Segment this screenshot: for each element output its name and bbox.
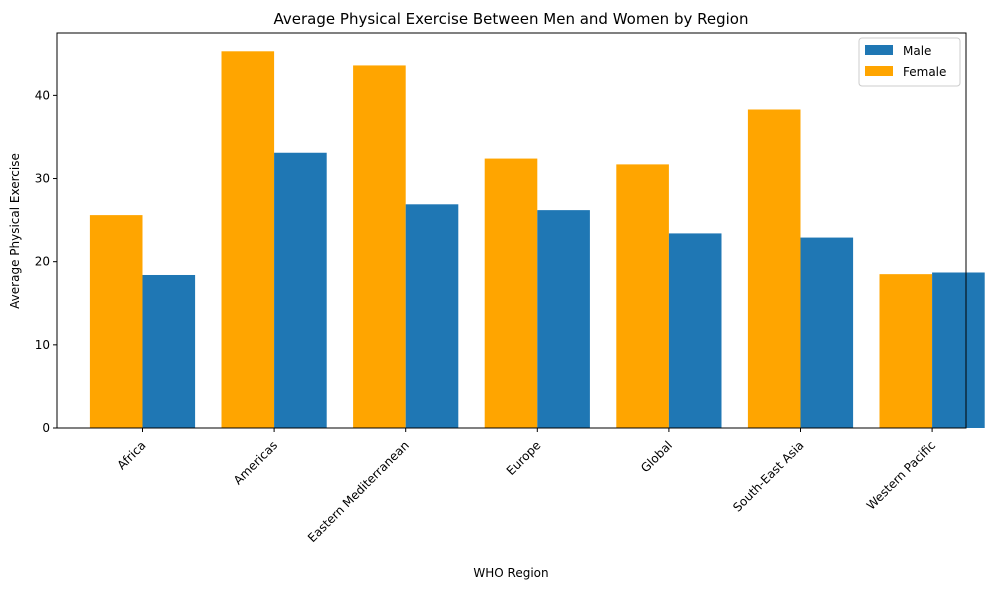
x-tick-label: Western Pacific xyxy=(864,438,938,512)
bar-female-americas xyxy=(221,51,275,428)
bar-male-western-pacific xyxy=(932,272,985,428)
y-tick-label: 10 xyxy=(35,338,50,352)
plot-frame xyxy=(56,32,967,429)
x-tick-label: Eastern Mediterranean xyxy=(305,438,412,545)
x-axis-label: WHO Region xyxy=(473,566,548,580)
legend-label-male: Male xyxy=(903,44,931,58)
x-axis: Africa Americas Eastern Mediterranean Europ… xyxy=(115,428,938,545)
x-tick-label: South-East Asia xyxy=(730,438,806,514)
bar-male-africa xyxy=(142,274,196,428)
x-tick-label: Africa xyxy=(115,438,149,472)
bars-group xyxy=(89,51,985,429)
legend-label-female: Female xyxy=(903,65,946,79)
y-axis: 0 10 20 30 40 xyxy=(35,88,57,435)
bar-female-global xyxy=(616,164,669,429)
y-tick-label: 40 xyxy=(35,88,50,102)
x-tick-label: Global xyxy=(638,438,675,475)
chart-title: Average Physical Exercise Between Men an… xyxy=(274,10,749,28)
bar-male-global xyxy=(668,233,722,428)
bar-female-europe xyxy=(484,158,538,428)
y-tick-label: 20 xyxy=(35,255,50,269)
bar-female-western-pacific xyxy=(879,274,933,428)
bar-female-eastern-mediterranean xyxy=(353,65,406,428)
legend-swatch-female xyxy=(865,66,893,76)
bar-male-south-east-asia xyxy=(800,237,854,428)
y-axis-label: Average Physical Exercise xyxy=(8,153,22,309)
bar-female-south-east-asia xyxy=(747,109,801,429)
x-tick-label: Americas xyxy=(231,438,280,487)
bar-male-americas xyxy=(274,152,327,428)
legend: Male Female xyxy=(858,37,961,87)
y-tick-label: 30 xyxy=(35,172,50,186)
x-tick-label: Europe xyxy=(504,438,544,478)
legend-swatch-male xyxy=(865,45,893,55)
bar-male-eastern-mediterranean xyxy=(405,204,459,428)
bar-female-africa xyxy=(89,215,143,428)
bar-male-europe xyxy=(537,210,590,428)
y-tick-label: 0 xyxy=(42,421,50,435)
